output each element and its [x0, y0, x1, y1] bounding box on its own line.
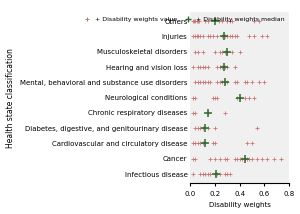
Legend: + Disability weights value, + Disability weights median: + Disability weights value, + Disability…: [80, 15, 286, 23]
X-axis label: Disability weights: Disability weights: [209, 202, 271, 208]
Y-axis label: Health state classification: Health state classification: [6, 48, 15, 147]
